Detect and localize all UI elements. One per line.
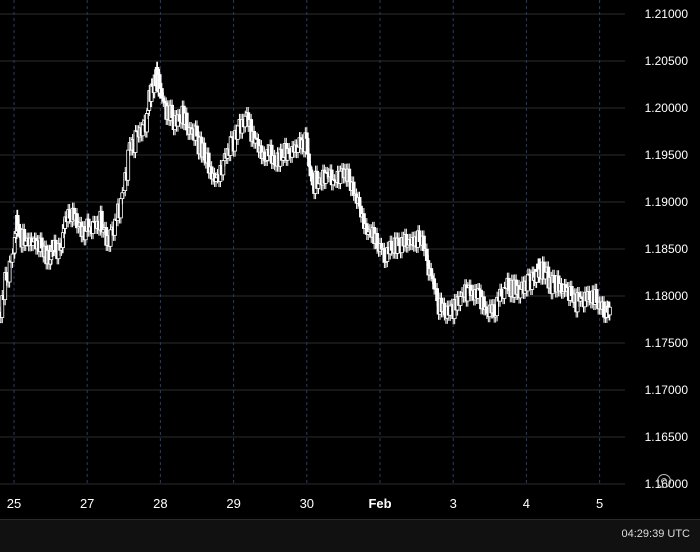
y-tick-label: 1.18000 <box>645 289 689 303</box>
y-tick-label: 1.19000 <box>645 195 689 209</box>
x-tick-label: 5 <box>596 496 603 511</box>
settings-icon[interactable] <box>657 474 671 488</box>
y-tick-label: 1.17000 <box>645 383 689 397</box>
x-tick-label: 30 <box>300 496 314 511</box>
x-tick-label: 4 <box>523 496 530 511</box>
x-tick-label: 27 <box>80 496 94 511</box>
x-tick-label: 25 <box>7 496 21 511</box>
y-tick-label: 1.18500 <box>645 242 689 256</box>
x-tick-label: 28 <box>153 496 167 511</box>
y-tick-label: 1.17500 <box>645 336 689 350</box>
x-tick-label: 3 <box>450 496 457 511</box>
x-tick-label: 29 <box>226 496 240 511</box>
price-chart[interactable]: 1.21000 1.20500 1.20000 1.19500 1.19000 1.185… <box>0 0 700 519</box>
utc-clock: 04:29:39 UTC <box>621 528 690 540</box>
y-tick-label: 1.16500 <box>645 430 689 444</box>
y-tick-label: 1.21000 <box>645 7 689 21</box>
x-tick-label: Feb <box>368 496 391 511</box>
y-tick-label: 1.19500 <box>645 148 689 162</box>
status-bar: 04:29:39 UTC <box>0 519 700 552</box>
y-tick-label: 1.20500 <box>645 54 689 68</box>
y-tick-label: 1.20000 <box>645 101 689 115</box>
candle-body <box>607 306 612 316</box>
